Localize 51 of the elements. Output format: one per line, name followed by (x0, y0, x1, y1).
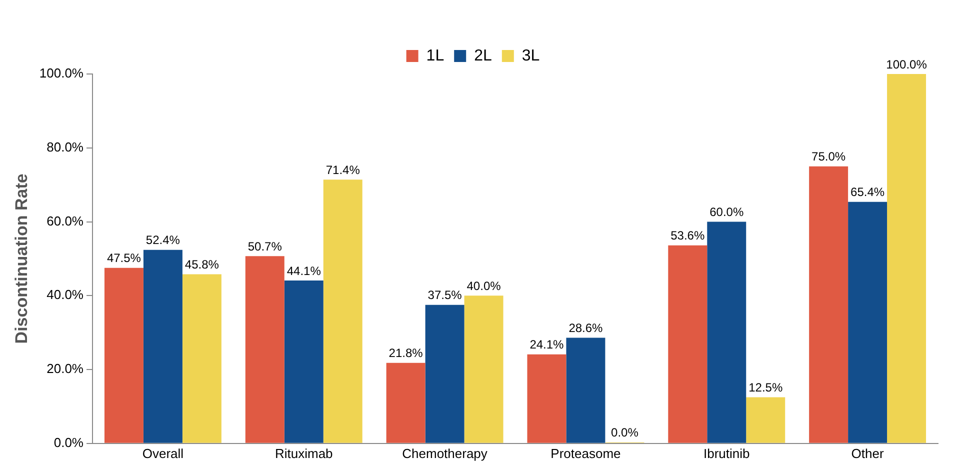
y-tick-label: 80.0% (46, 139, 84, 154)
data-label: 0.0% (611, 426, 639, 440)
x-tick-label: Other (851, 446, 884, 461)
x-tick-label: Ibrutinib (704, 446, 750, 461)
legend-label: 2L (474, 47, 492, 64)
bar (143, 250, 182, 443)
bar (566, 338, 606, 443)
data-label: 45.8% (184, 258, 220, 272)
legend-label: 3L (522, 47, 540, 64)
data-label: 44.1% (286, 264, 322, 278)
data-label: 53.6% (670, 228, 705, 243)
bar (323, 180, 362, 443)
bar (668, 245, 708, 443)
bar (809, 166, 848, 443)
x-tick-label: Proteasome (550, 446, 621, 461)
data-label: 40.0% (466, 278, 502, 293)
y-tick-label: 60.0% (46, 213, 84, 228)
bar (887, 74, 926, 443)
bar (464, 296, 504, 443)
x-tick-label: Overall (142, 446, 184, 461)
data-label: 28.6% (568, 321, 604, 336)
data-label: 100.0% (886, 57, 928, 72)
data-label: 71.4% (326, 162, 360, 177)
data-label: 50.7% (248, 239, 282, 254)
y-tick-label: 40.0% (46, 287, 84, 302)
y-tick-label: 0.0% (54, 434, 84, 450)
bar (245, 256, 284, 443)
bar (182, 274, 222, 443)
y-axis-title: Discontinuation Rate (12, 174, 31, 344)
data-label: 65.4% (850, 185, 885, 200)
bar (386, 362, 426, 443)
data-label: 12.5% (748, 380, 783, 395)
bar (707, 222, 746, 443)
bar (284, 280, 324, 443)
legend-label: 1L (426, 47, 444, 64)
data-label: 60.0% (710, 205, 744, 220)
data-label: 52.4% (146, 233, 180, 248)
data-label: 21.8% (388, 346, 424, 360)
x-tick-label: Rituximab (274, 446, 333, 461)
bar (104, 268, 144, 443)
y-tick-label: 100.0% (39, 66, 84, 81)
bar (425, 304, 464, 443)
x-tick-label: Chemotherapy (402, 446, 488, 461)
bar (527, 354, 566, 443)
bar (848, 202, 888, 443)
data-label: 37.5% (428, 288, 462, 302)
data-label: 47.5% (106, 251, 142, 266)
bar (746, 397, 786, 443)
data-label: 75.0% (812, 150, 846, 164)
y-tick-label: 20.0% (46, 361, 84, 376)
data-label: 24.1% (530, 338, 564, 352)
